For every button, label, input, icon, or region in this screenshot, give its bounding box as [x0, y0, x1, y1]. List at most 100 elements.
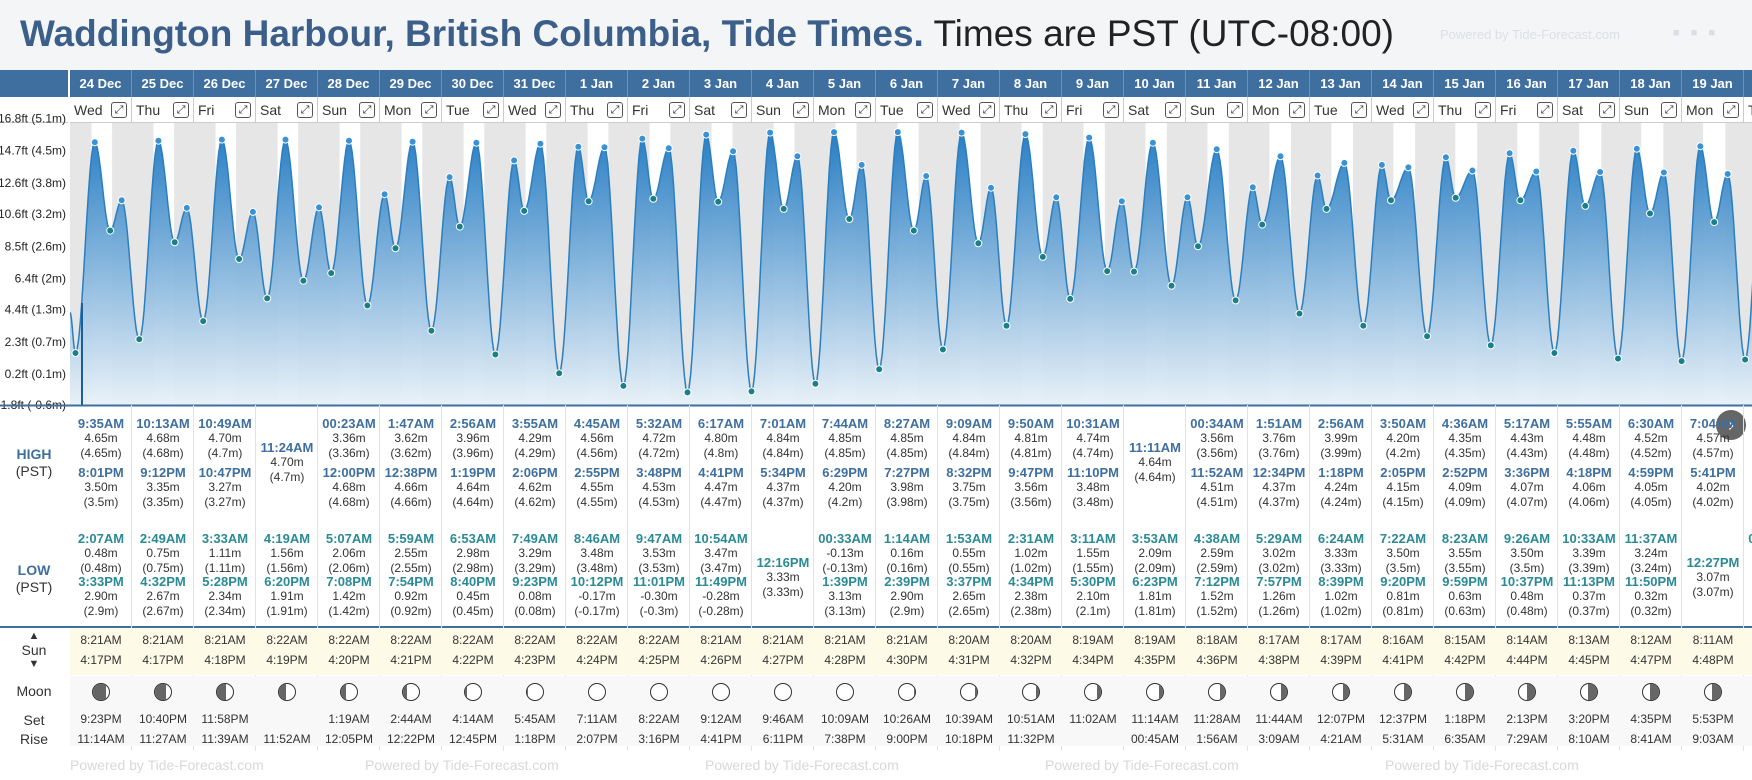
tide-time: 6:26PM — [1744, 465, 1752, 480]
moon-phase-icon — [154, 683, 172, 701]
expand-icon[interactable]: ⤢ — [297, 102, 313, 118]
expand-icon[interactable]: ⤢ — [1413, 102, 1429, 118]
moonset-time: 10:39AM — [944, 712, 994, 726]
tide-height: 3.13m — [828, 589, 862, 603]
moonrise-time: 00:45AM — [1130, 732, 1180, 746]
expand-icon[interactable]: ⤢ — [1227, 102, 1243, 118]
moon-phase-icon — [774, 683, 792, 701]
expand-icon[interactable]: ⤢ — [1103, 102, 1119, 118]
y-tick-label: 6.4ft (2m) — [15, 272, 66, 286]
sunrise-time: 8:21AM — [762, 633, 804, 647]
tide-time: 8:01PM — [78, 465, 124, 480]
high-tide-2: 8:32PM 3.75m (3.75m) — [938, 465, 1000, 510]
column-divider — [255, 405, 256, 751]
expand-icon[interactable]: ⤢ — [607, 102, 623, 118]
moon-phase-icon — [1518, 683, 1536, 701]
tide-height: 2.10m — [1076, 589, 1110, 603]
tide-point-high — [702, 130, 711, 139]
scroll-next-button[interactable]: › — [1716, 410, 1746, 440]
tide-point-low — [845, 215, 854, 223]
high-tide-2: 12:00PM 4.68m (4.68m) — [318, 465, 380, 510]
tide-point-high — [1148, 138, 1157, 147]
tide-point-low — [1258, 220, 1267, 229]
tide-height-alt: (1.02m) — [1320, 604, 1362, 618]
tide-height-alt: (4.64m) — [452, 495, 494, 509]
column-divider — [1619, 405, 1620, 751]
tide-point-low — [619, 381, 628, 390]
expand-icon[interactable]: ⤢ — [979, 102, 995, 118]
moonrise-time: 9:00PM — [886, 732, 928, 746]
expand-icon[interactable]: ⤢ — [793, 102, 809, 118]
tide-point-high — [857, 160, 866, 169]
expand-icon[interactable]: ⤢ — [359, 102, 375, 118]
expand-icon[interactable]: ⤢ — [1599, 102, 1615, 118]
expand-icon[interactable]: ⤢ — [1723, 102, 1739, 118]
tide-point-high — [1052, 193, 1061, 202]
tide-height-alt: (4.7m) — [269, 470, 305, 484]
column-divider — [441, 405, 442, 751]
tide-time: 12:34PM — [1252, 465, 1306, 480]
tide-time: 6:29PM — [822, 465, 868, 480]
expand-icon[interactable]: ⤢ — [917, 102, 933, 118]
moonset-time: 1:19AM — [328, 712, 370, 726]
expand-icon[interactable]: ⤢ — [1351, 102, 1367, 118]
tide-height-alt: (0.45m) — [452, 604, 494, 618]
tide-time: 3:33AM — [201, 531, 249, 546]
tide-height: 4.64m — [456, 480, 490, 494]
column-divider — [751, 405, 752, 751]
expand-icon[interactable]: ⤢ — [731, 102, 747, 118]
moonrise-time: 7:29AM — [1506, 732, 1548, 746]
tide-height-alt: (2.9m) — [83, 604, 119, 618]
expand-icon[interactable]: ⤢ — [483, 102, 499, 118]
tide-point-low — [811, 379, 820, 388]
moon-phase-icon — [526, 683, 544, 701]
footer-powered-5: Powered by Tide-Forecast.com — [1385, 757, 1579, 773]
sunrise-time: 8:22AM — [638, 633, 680, 647]
expand-icon[interactable]: ⤢ — [1041, 102, 1057, 118]
tide-height: 1.91m — [270, 589, 304, 603]
tide-point-high — [1596, 168, 1605, 176]
tide-height: 4.80m — [704, 431, 738, 445]
moonset-time: 11:44AM — [1255, 712, 1303, 726]
tide-height-alt: (3.98m) — [886, 495, 928, 509]
high-tide-2: 8:01PM 3.50m (3.5m) — [70, 465, 132, 510]
tide-height-alt: (0.37m) — [1568, 604, 1610, 618]
share-icons[interactable]: ■ ■ ■ — [1673, 27, 1720, 39]
day-date-header: 15 Jan — [1434, 70, 1496, 97]
expand-icon[interactable]: ⤢ — [235, 102, 251, 118]
tide-height: 4.72m — [642, 431, 676, 445]
tide-time: 00:33AM — [818, 531, 872, 546]
tide-point-high — [664, 144, 673, 153]
moonrise-time: 11:27AM — [139, 732, 187, 746]
tide-height: 3.50m — [1510, 546, 1544, 560]
tide-height-alt: (2.67m) — [142, 604, 184, 618]
expand-icon[interactable]: ⤢ — [855, 102, 871, 118]
day-name: Fri — [198, 102, 215, 118]
night-band — [1744, 123, 1752, 405]
sun-cell — [1682, 628, 1744, 675]
tide-height-alt: (1.55m) — [1072, 561, 1114, 575]
moon-label: Moon — [16, 683, 52, 699]
expand-icon[interactable]: ⤢ — [1537, 102, 1553, 118]
expand-icon[interactable]: ⤢ — [1661, 102, 1677, 118]
expand-icon[interactable]: ⤢ — [1475, 102, 1491, 118]
moonrise-time: 9:03AM — [1692, 732, 1734, 746]
expand-icon[interactable]: ⤢ — [1165, 102, 1181, 118]
expand-icon[interactable]: ⤢ — [111, 102, 127, 118]
tide-time: 2:07AM — [77, 531, 125, 546]
sunset-time: 4:44PM — [1506, 653, 1548, 667]
expand-icon[interactable]: ⤢ — [545, 102, 561, 118]
timezone-note: Times are PST (UTC-08:00) — [933, 13, 1395, 54]
sunrise-time: 8:21AM — [142, 633, 184, 647]
expand-icon[interactable]: ⤢ — [1289, 102, 1305, 118]
sunset-time: 4:20PM — [328, 653, 370, 667]
expand-icon[interactable]: ⤢ — [173, 102, 189, 118]
tide-point-low — [938, 345, 947, 354]
expand-icon[interactable]: ⤢ — [421, 102, 437, 118]
column-divider — [131, 405, 132, 751]
tide-height: 1.52m — [1200, 589, 1234, 603]
tide-height: 4.81m — [1014, 431, 1048, 445]
tide-height-alt: (3.56m) — [1196, 446, 1238, 460]
expand-icon[interactable]: ⤢ — [669, 102, 685, 118]
tide-height: 4.68m — [146, 431, 180, 445]
